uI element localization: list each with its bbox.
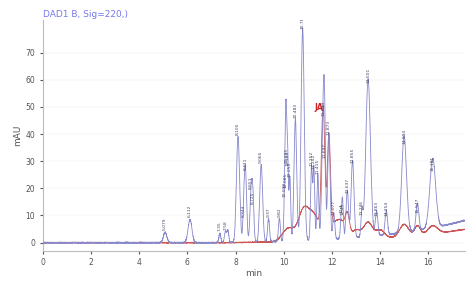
Text: 10.785: 10.785 — [301, 13, 305, 28]
Y-axis label: mAU: mAU — [13, 125, 22, 146]
Text: 8.105: 8.105 — [236, 122, 240, 135]
Text: 12.637: 12.637 — [345, 178, 349, 193]
Text: 9.82: 9.82 — [277, 208, 282, 217]
Text: 11.873: 11.873 — [327, 119, 331, 135]
Text: 10.483: 10.483 — [293, 103, 297, 118]
Text: 16.181: 16.181 — [431, 156, 435, 171]
Text: 9.065: 9.065 — [259, 150, 263, 163]
Text: 12.855: 12.855 — [351, 148, 355, 163]
Text: 13.501: 13.501 — [366, 68, 370, 83]
X-axis label: min: min — [245, 269, 262, 278]
Text: 12.45: 12.45 — [341, 202, 345, 215]
Text: 14.994: 14.994 — [402, 129, 406, 144]
Text: 11.697: 11.697 — [323, 142, 327, 158]
Text: 5.079: 5.079 — [163, 218, 167, 230]
Text: 8.651: 8.651 — [249, 176, 253, 189]
Text: 11.634: 11.634 — [321, 100, 325, 115]
Text: 11.415: 11.415 — [316, 159, 320, 174]
Text: 10.039: 10.039 — [283, 182, 287, 197]
Text: 10.085: 10.085 — [284, 172, 288, 188]
Text: 13.863: 13.863 — [374, 201, 379, 216]
Text: 9.37: 9.37 — [266, 208, 271, 217]
Text: 14.254: 14.254 — [384, 201, 388, 216]
Text: 11.252: 11.252 — [312, 153, 316, 168]
Text: JA: JA — [314, 103, 323, 112]
Text: 8.344: 8.344 — [242, 205, 246, 217]
Text: 13.246: 13.246 — [360, 200, 364, 215]
Text: 12.4: 12.4 — [339, 204, 344, 213]
Text: 8.725: 8.725 — [251, 191, 255, 204]
Text: 7.35: 7.35 — [218, 221, 222, 231]
Text: 10.164: 10.164 — [286, 151, 290, 166]
Text: 13.077: 13.077 — [332, 200, 336, 215]
Text: 15.547: 15.547 — [415, 198, 419, 213]
Text: DAD1 B, Sig=220,): DAD1 B, Sig=220,) — [43, 10, 128, 19]
Text: 11.152: 11.152 — [310, 150, 313, 166]
Text: 10.105: 10.105 — [284, 148, 288, 163]
Text: 7.58: 7.58 — [223, 220, 228, 230]
Text: 6.112: 6.112 — [188, 205, 192, 217]
Text: 8.411: 8.411 — [244, 158, 247, 170]
Text: 10.255: 10.255 — [288, 161, 292, 177]
